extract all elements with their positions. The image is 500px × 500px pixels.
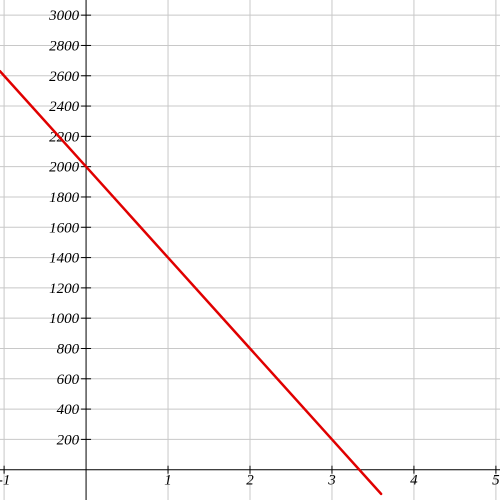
y-tick-label: 1800 [49, 190, 80, 206]
y-tick-label: 1400 [49, 251, 80, 267]
y-tick-label: 200 [57, 432, 80, 448]
y-tick-label: 2800 [49, 38, 80, 54]
y-tick-label: 1000 [49, 311, 80, 327]
y-tick-label: 600 [57, 372, 80, 388]
x-tick-label: 4 [410, 473, 418, 489]
x-tick-label: 3 [327, 473, 336, 489]
y-tick-label: 400 [57, 402, 80, 418]
series-line [0, 69, 383, 496]
x-tick-label: 1 [164, 473, 172, 489]
x-tick-label: -1 [0, 473, 10, 489]
x-tick-label: 2 [246, 473, 254, 489]
x-tick-label: 5 [492, 473, 500, 489]
y-tick-label: 3000 [48, 8, 80, 24]
y-tick-label: 2400 [49, 99, 80, 115]
y-tick-label: 1600 [49, 220, 80, 236]
y-tick-label: 2600 [49, 69, 80, 85]
y-tick-label: 1200 [49, 281, 80, 297]
y-tick-label: 2000 [49, 160, 80, 176]
y-tick-label: 800 [57, 341, 80, 357]
